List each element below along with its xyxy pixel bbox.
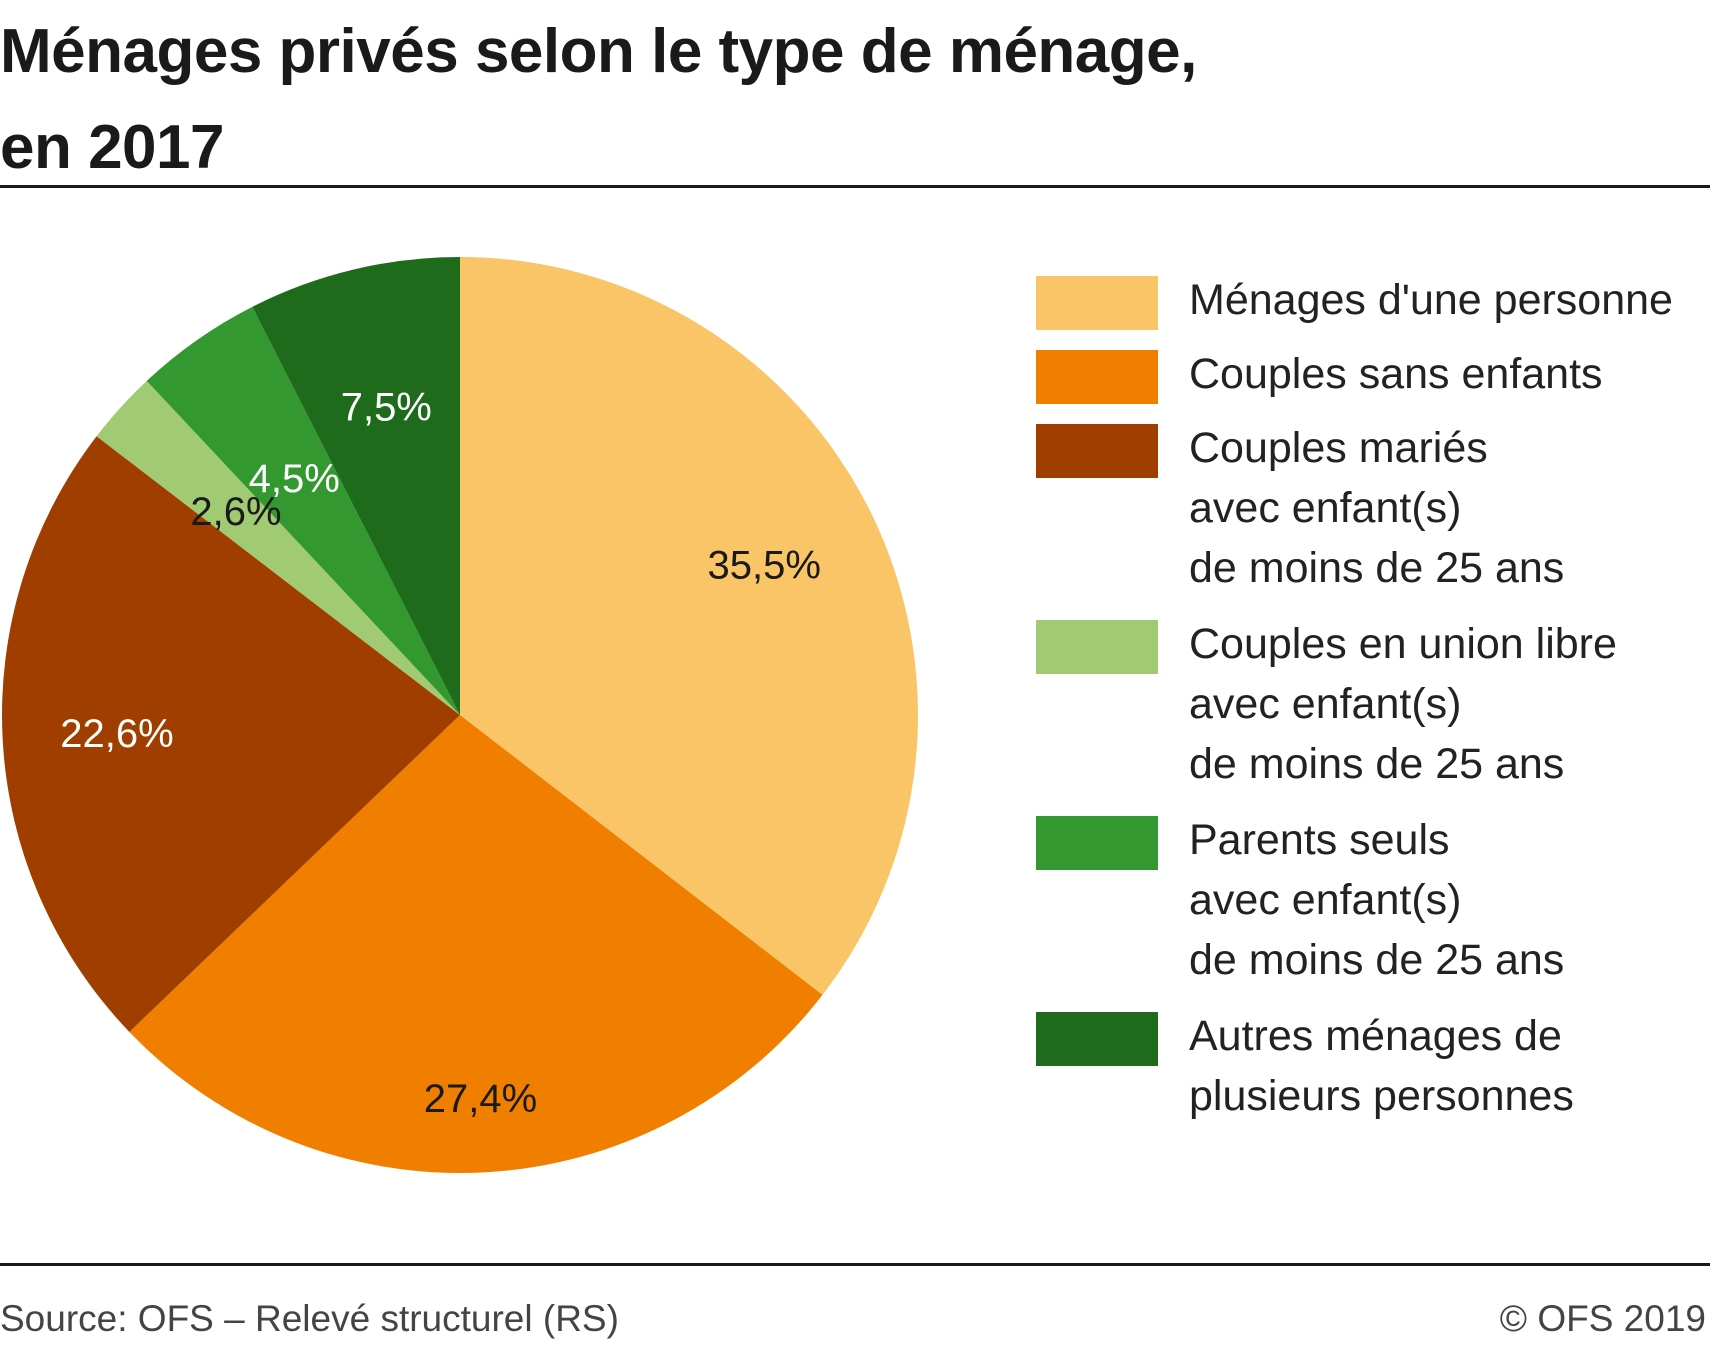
- pie-chart: 35,5% 27,4% 22,6% 2,6%4,5%7,5%: [1, 257, 918, 1173]
- legend-label-4: Couples en union libre avec enfant(s) de…: [1189, 620, 1617, 788]
- pie-slice-4: [96, 380, 460, 715]
- pie-slice-label-2: 27,4%: [424, 1077, 537, 1121]
- source-note: Source: OFS – Relevé structurel (RS): [0, 1298, 619, 1339]
- pie-slice-label-5: 4,5%: [249, 457, 340, 501]
- legend-label-5: Parents seuls avec enfant(s) de moins de…: [1189, 816, 1565, 984]
- copyright-note: © OFS 2019: [1499, 1298, 1706, 1339]
- legend-swatch-5: [1036, 816, 1158, 870]
- pie-slice-3: [1, 436, 460, 1032]
- legend-swatch-6: [1036, 1012, 1158, 1066]
- legend-label-2: Couples sans enfants: [1189, 350, 1603, 398]
- pie-slices: [1, 257, 918, 1173]
- pie-slice-label-3: 22,6%: [60, 712, 173, 756]
- bottom-divider: [0, 1263, 1710, 1266]
- pie-slice-label-6: 7,5%: [341, 386, 432, 430]
- top-divider: [0, 185, 1710, 188]
- chart-title-line-1: Ménages privés selon le type de ménage,: [0, 17, 1197, 86]
- chart-title-line-2: en 2017: [0, 113, 225, 182]
- legend-label-3: Couples mariés avec enfant(s) de moins d…: [1189, 424, 1565, 592]
- pie-slice-labels: 35,5% 27,4% 22,6% 2,6%4,5%7,5%: [60, 386, 821, 1121]
- legend-swatch-4: [1036, 620, 1158, 674]
- pie-slice-2: [129, 715, 823, 1173]
- pie-slice-label-4: 2,6%: [190, 490, 281, 534]
- pie-slice-6: [252, 257, 460, 715]
- pie-slice-5: [146, 306, 460, 715]
- legend-swatch-2: [1036, 350, 1158, 404]
- legend-swatch-1: [1036, 276, 1158, 330]
- legend-label-6: Autres ménages de plusieurs personnes: [1189, 1012, 1574, 1120]
- chart-title: Ménages privés selon le type de ménage, …: [0, 4, 1500, 196]
- pie-slice-label-1: 35,5%: [707, 544, 820, 588]
- legend-label-1: Ménages d'une personne: [1189, 276, 1673, 324]
- legend-swatch-3: [1036, 424, 1158, 478]
- pie-slice-1: [460, 257, 918, 995]
